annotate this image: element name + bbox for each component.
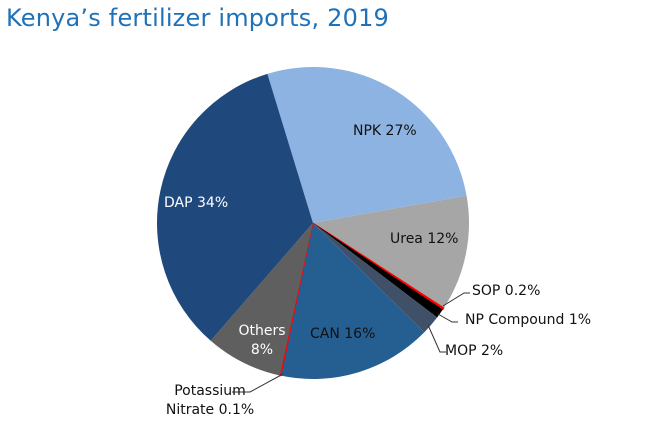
chart-title: Kenya’s fertilizer imports, 2019 bbox=[6, 4, 390, 32]
label-urea: Urea 12% bbox=[390, 231, 459, 247]
leader-line-potassium-nitrate bbox=[232, 373, 284, 393]
label-others-line1: Others bbox=[238, 323, 286, 339]
slice-dap bbox=[156, 73, 313, 341]
leader-line-sop bbox=[442, 292, 470, 307]
slice-can bbox=[280, 223, 425, 379]
slice-np-compound bbox=[313, 223, 443, 318]
label-potassium-nitrate-line1: Potassium bbox=[174, 383, 246, 399]
label-npk: NPK 27% bbox=[353, 123, 417, 139]
label-dap: DAP 34% bbox=[164, 195, 229, 211]
slice-npk bbox=[267, 67, 467, 224]
label-sop: SOP 0.2% bbox=[472, 283, 541, 299]
slice-others bbox=[210, 223, 313, 376]
label-others: Others 8% bbox=[230, 322, 294, 360]
label-mop: MOP 2% bbox=[445, 343, 504, 359]
slice-mop bbox=[313, 223, 438, 333]
leader-line-np-compound bbox=[437, 313, 458, 323]
label-potassium-nitrate-line2: Nitrate 0.1% bbox=[165, 402, 255, 418]
label-others-line2: 8% bbox=[250, 342, 274, 358]
slice-sop bbox=[312, 222, 445, 311]
label-can: CAN 16% bbox=[310, 326, 376, 342]
leader-line-mop bbox=[427, 324, 446, 353]
slice-urea bbox=[313, 195, 469, 308]
label-potassium-nitrate: Potassium Nitrate 0.1% bbox=[160, 382, 260, 420]
label-np-compound: NP Compound 1% bbox=[465, 312, 592, 328]
